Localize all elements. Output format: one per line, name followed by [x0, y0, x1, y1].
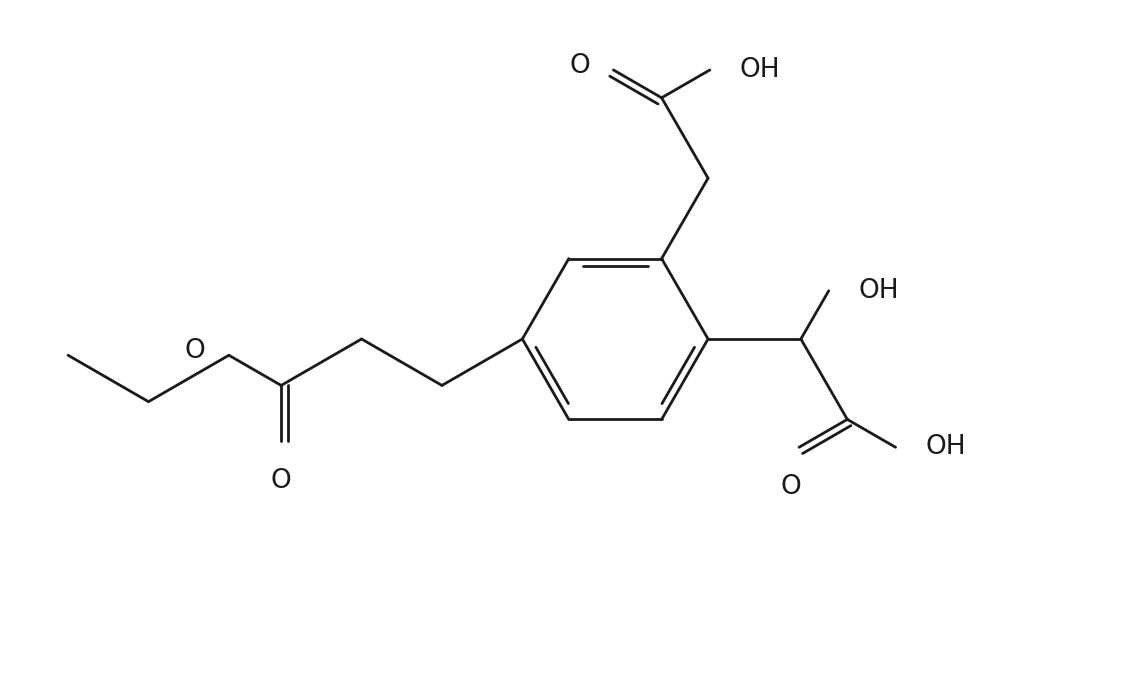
- Text: O: O: [780, 475, 801, 500]
- Text: OH: OH: [925, 434, 966, 460]
- Text: OH: OH: [739, 57, 780, 83]
- Text: OH: OH: [858, 278, 898, 304]
- Text: O: O: [270, 468, 291, 494]
- Text: O: O: [570, 53, 590, 79]
- Text: O: O: [185, 338, 205, 364]
